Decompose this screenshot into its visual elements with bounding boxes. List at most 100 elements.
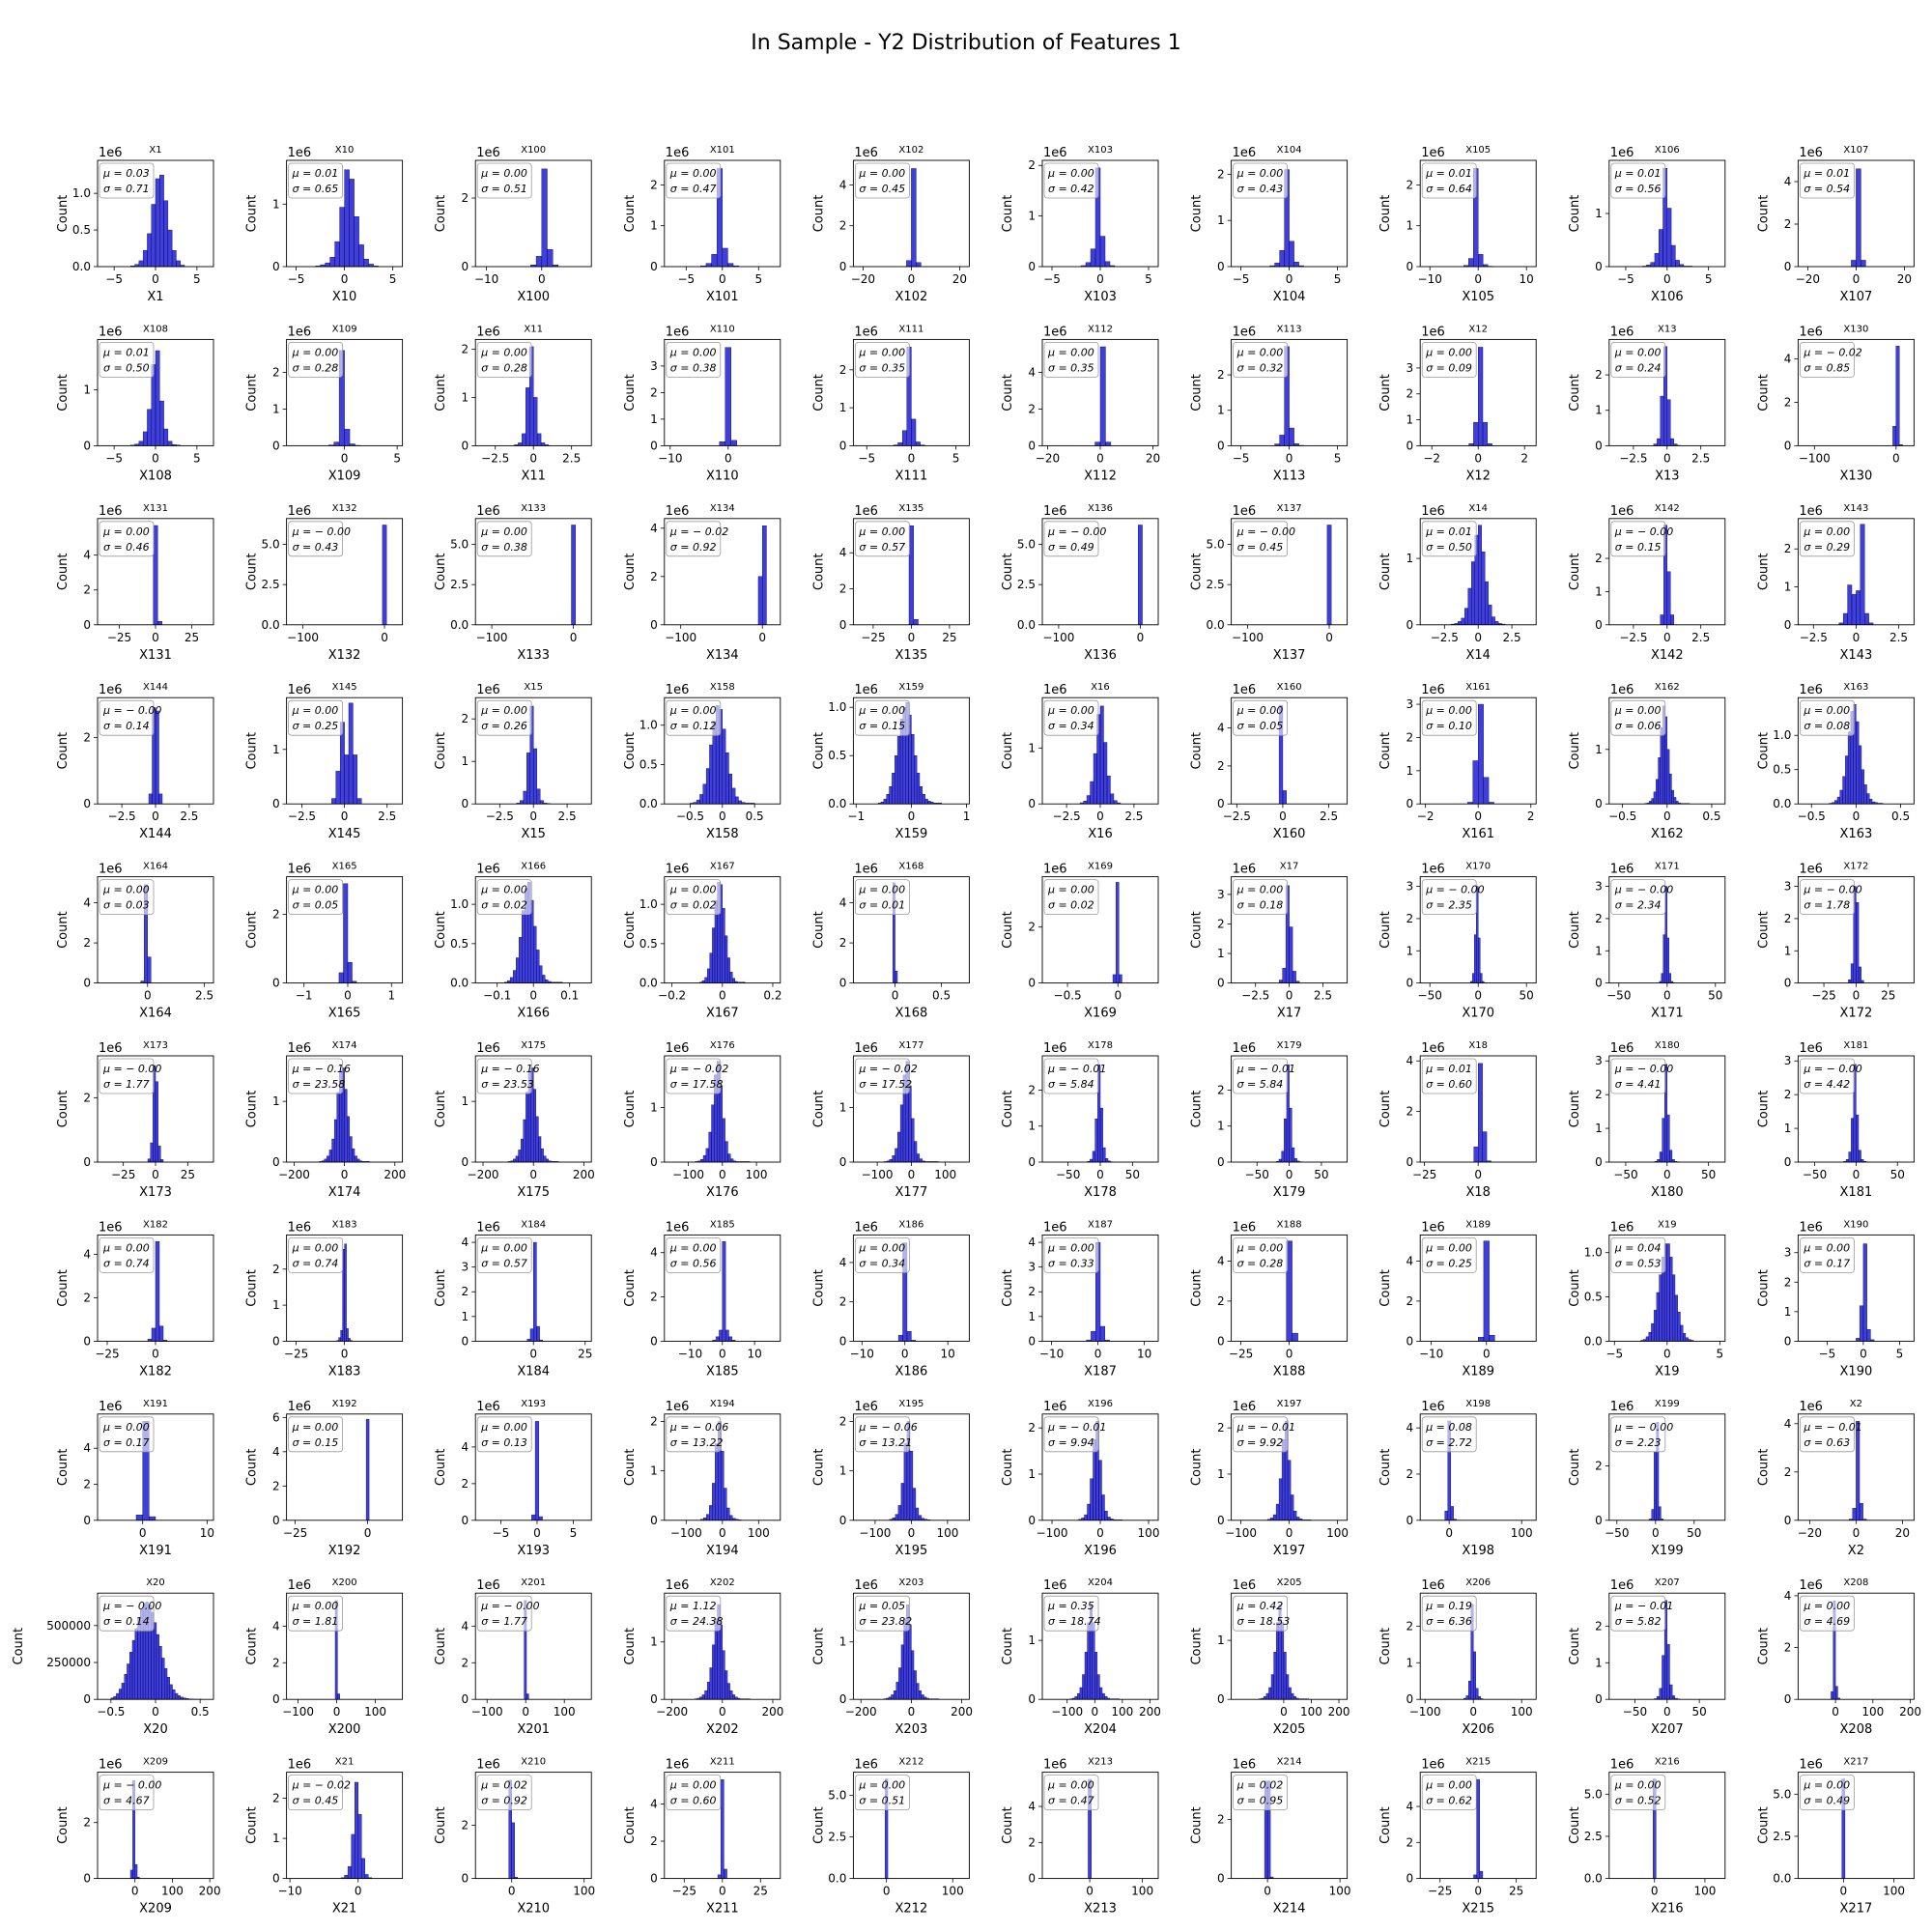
panel-title: X210 — [521, 1757, 546, 1768]
y-tick-label: 1 — [462, 390, 469, 404]
y-tick-label: 0.0 — [1584, 1872, 1603, 1886]
y-tick-label: 0 — [1406, 260, 1414, 273]
y-scale-offset-label: 1e6 — [1799, 325, 1823, 339]
x-tick-label: 100 — [1329, 1885, 1351, 1898]
histogram-bar — [1096, 1674, 1100, 1700]
y-tick-label: 0 — [1406, 439, 1414, 452]
x-axis-label: X205 — [1273, 1722, 1306, 1737]
y-scale-offset-label: 1e6 — [1799, 1041, 1823, 1056]
x-axis-label: X193 — [517, 1544, 550, 1558]
y-axis-label: Count — [1756, 1806, 1771, 1844]
mean-label: μ = − 0.01 — [1236, 1063, 1295, 1075]
y-tick-label: 2 — [1406, 1835, 1414, 1849]
x-tick-label: 100 — [1861, 1705, 1884, 1719]
x-tick-label: −10 — [1039, 1347, 1064, 1360]
stats-box — [1610, 1595, 1666, 1632]
histogram-bar — [1461, 617, 1465, 625]
y-axis-label: Count — [434, 1269, 448, 1307]
panel-title: X194 — [710, 1399, 735, 1409]
histogram-bar — [156, 1634, 159, 1700]
y-axis-label: Count — [1568, 1448, 1582, 1486]
axes-frame — [286, 876, 404, 984]
x-tick-label: 25 — [753, 1885, 768, 1898]
y-tick-label: 1 — [1217, 404, 1225, 417]
panel-title: X198 — [1465, 1399, 1491, 1409]
x-tick-label: 0 — [131, 1885, 139, 1898]
std-label: σ = 0.47 — [1048, 1795, 1094, 1807]
y-scale-offset-label: 1e6 — [1799, 1758, 1823, 1773]
y-tick-label: 2 — [1028, 1285, 1036, 1298]
mean-label: μ = − 0.00 — [1236, 526, 1295, 538]
x-tick-label: 0 — [341, 1168, 349, 1181]
histogram-bar — [346, 1328, 349, 1342]
x-axis-label: X182 — [139, 1364, 172, 1378]
mean-label: μ = 0.00 — [480, 526, 527, 538]
y-scale-offset-label: 1e6 — [476, 504, 500, 519]
x-tick-label: 2.5 — [1320, 810, 1338, 823]
histogram-bar — [539, 800, 544, 805]
y-tick-label: 0 — [272, 1155, 280, 1169]
mean-label: μ = 0.00 — [669, 346, 717, 358]
stats-box — [476, 1058, 532, 1094]
histogram-bar — [1476, 1778, 1480, 1879]
x-tick-label: 0.5 — [1702, 810, 1720, 823]
mean-label: μ = − 0.00 — [1047, 526, 1106, 538]
y-tick-label: 2 — [839, 219, 847, 233]
stats-box — [99, 699, 155, 736]
y-scale-offset-label: 1e6 — [854, 1758, 878, 1773]
x-tick-label: 0 — [724, 451, 732, 465]
histogram-bar — [518, 1150, 522, 1163]
y-tick-label: 1 — [1784, 1305, 1792, 1319]
x-axis-label: X213 — [1084, 1902, 1117, 1917]
mean-label: μ = 0.01 — [1425, 167, 1472, 180]
histogram-bar — [916, 1153, 921, 1163]
histogram-bar — [1860, 524, 1865, 626]
mean-label: μ = − 0.00 — [1614, 526, 1673, 538]
panel-title: X159 — [898, 682, 923, 693]
y-tick-label: 3 — [1217, 888, 1225, 901]
mean-label: μ = 0.00 — [292, 1241, 339, 1254]
histogram-bar — [511, 1822, 515, 1879]
panel-title: X162 — [1655, 682, 1680, 693]
histogram-bar — [1092, 1622, 1095, 1700]
y-tick-label: 3 — [1784, 1054, 1792, 1067]
x-tick-label: 0 — [1853, 631, 1861, 644]
x-tick-label: 0 — [1096, 1526, 1104, 1540]
histogram-bar — [333, 441, 340, 446]
histogram-bar — [711, 254, 718, 268]
mean-label: μ = − 0.16 — [480, 1063, 539, 1075]
panel-title: X181 — [1843, 1040, 1868, 1051]
histogram-bar — [916, 1683, 920, 1700]
x-axis-label: X102 — [895, 290, 928, 304]
histogram-bar — [1859, 1305, 1864, 1342]
x-tick-label: −20 — [1798, 1526, 1822, 1540]
y-tick-label: 1 — [1406, 552, 1414, 565]
histogram-bar — [715, 1443, 719, 1521]
histogram-bar — [526, 1693, 529, 1700]
mean-label: μ = − 0.06 — [669, 1421, 728, 1434]
histogram-bar — [1104, 261, 1111, 268]
std-label: σ = 0.50 — [103, 361, 150, 374]
histogram-bar — [1651, 1509, 1655, 1521]
axes-frame — [286, 1592, 404, 1700]
x-tick-label: 25 — [1509, 1885, 1523, 1898]
y-axis-label: Count — [1378, 732, 1393, 770]
mean-label: μ = − 0.00 — [1425, 884, 1484, 896]
y-tick-label: 4 — [1406, 1254, 1414, 1267]
axes-frame — [1608, 1413, 1726, 1521]
y-scale-offset-label: 1e6 — [666, 683, 690, 697]
y-tick-label: 2 — [1217, 917, 1225, 930]
stats-box — [666, 521, 722, 557]
histogram-bar — [726, 1507, 730, 1521]
mean-label: μ = 0.00 — [1047, 704, 1094, 717]
axes-frame — [664, 518, 781, 626]
